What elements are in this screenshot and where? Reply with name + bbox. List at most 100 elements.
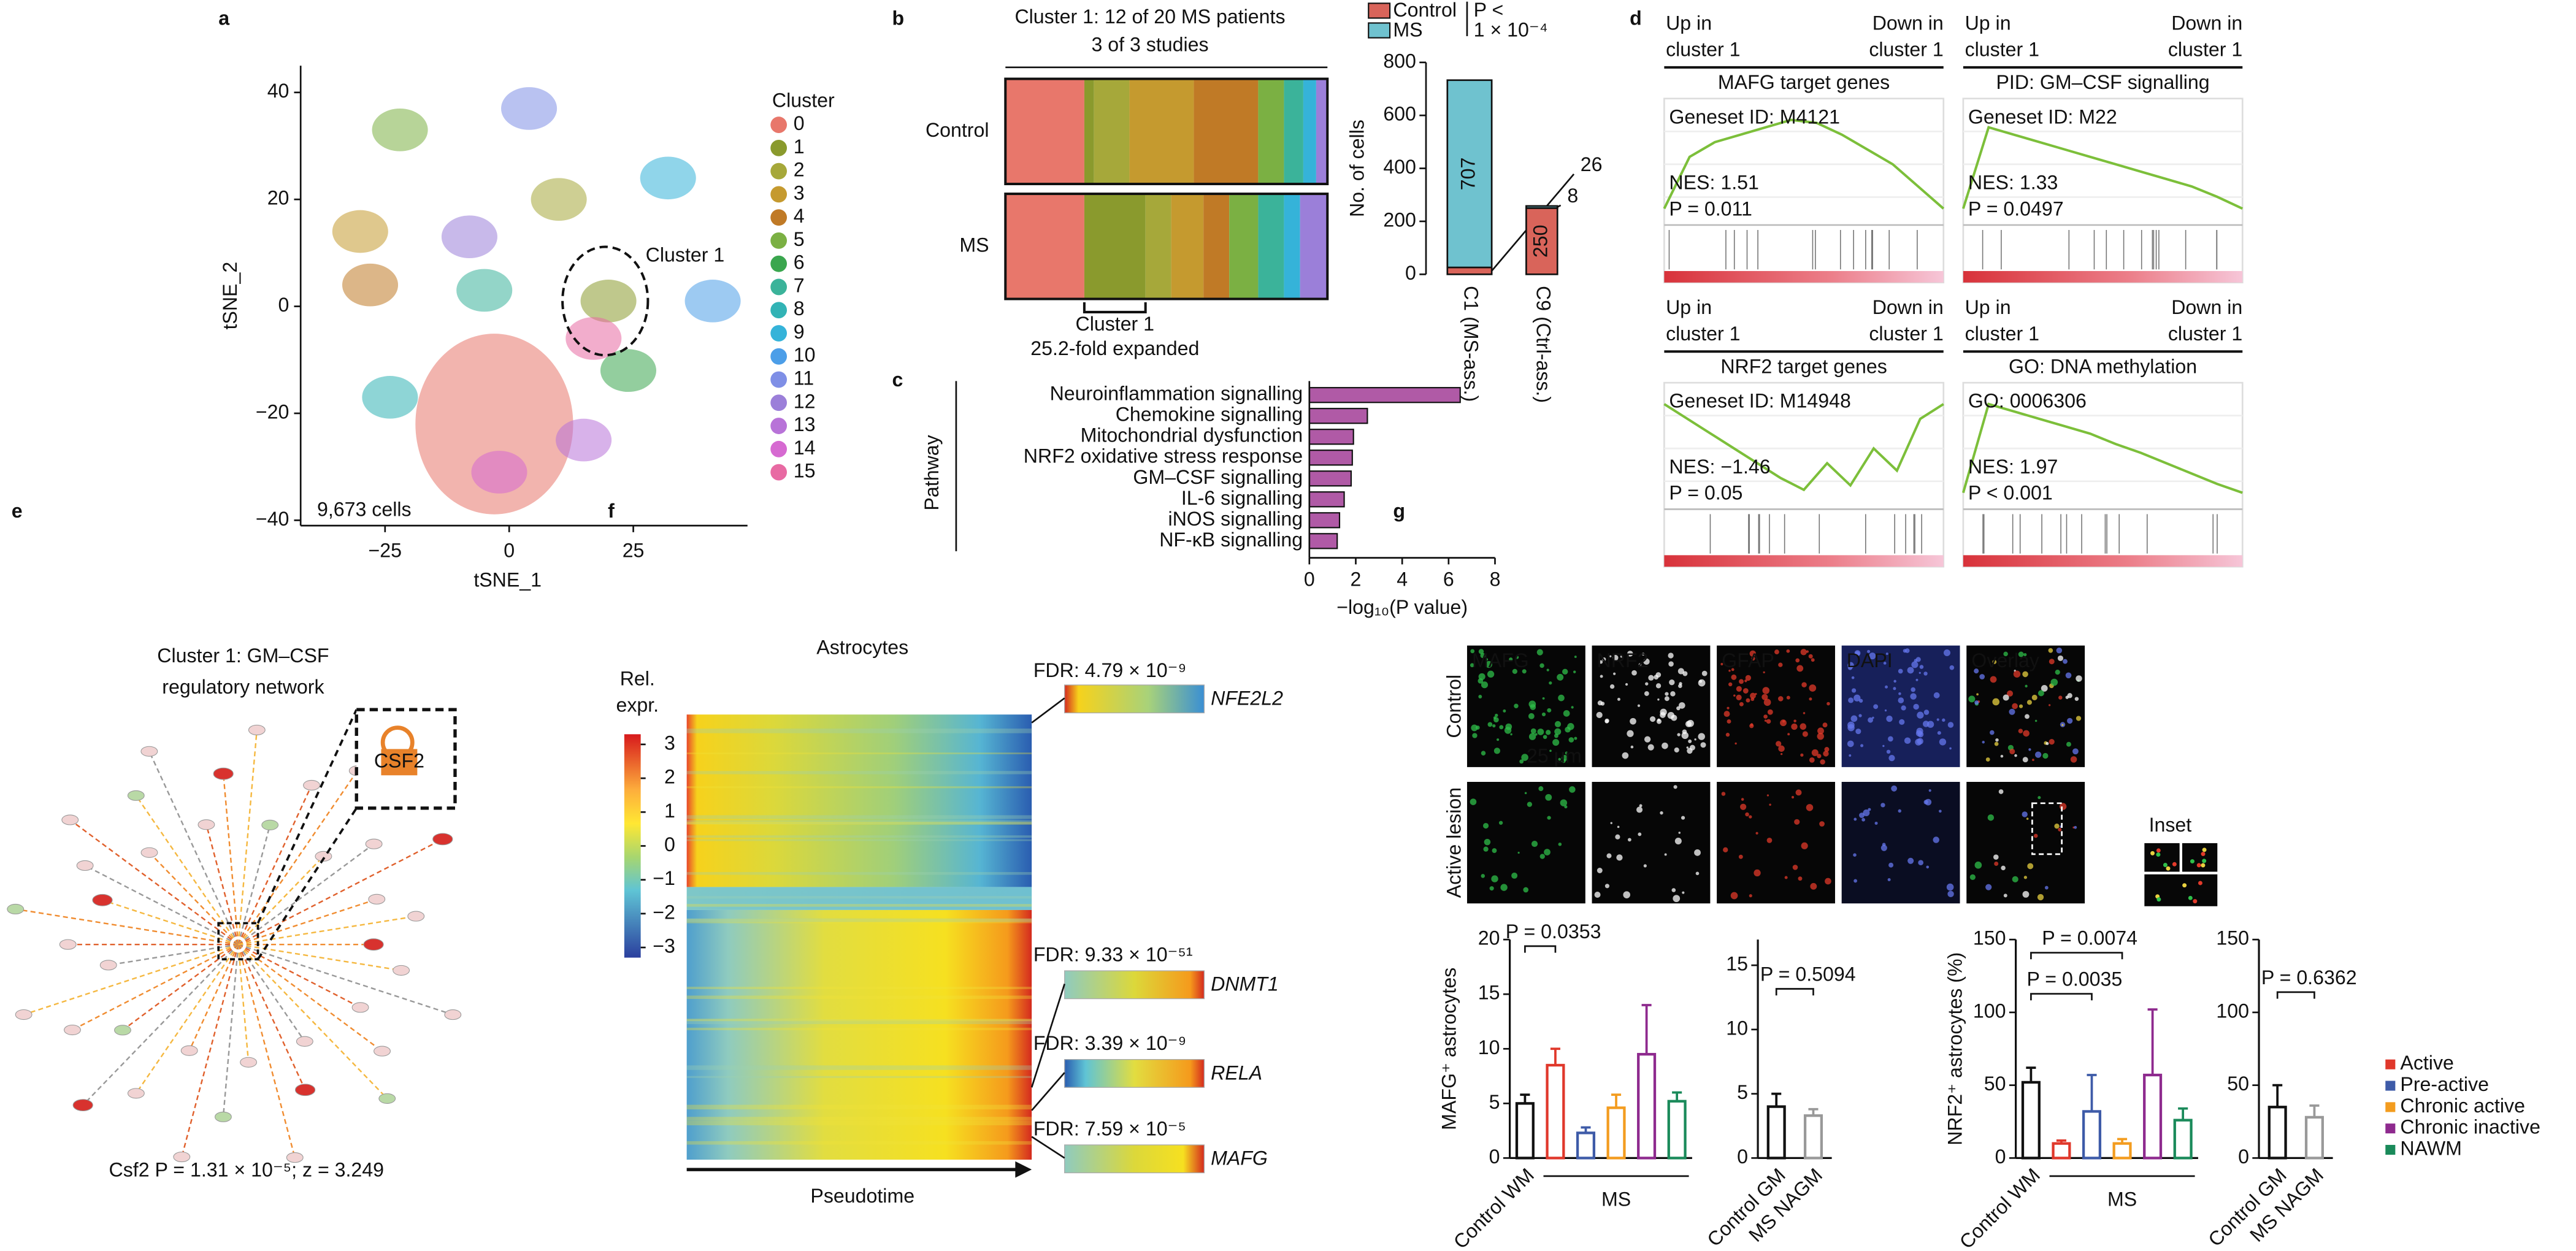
signal xyxy=(1992,698,2000,706)
signal xyxy=(1542,697,1545,700)
x-tick-label: C9 (Ctrl-ass.) xyxy=(1532,286,1554,403)
signal xyxy=(1694,738,1696,741)
bar-segment xyxy=(1129,78,1194,185)
legend-label: 10 xyxy=(794,344,816,366)
signal xyxy=(1558,694,1565,702)
signal xyxy=(1750,723,1754,727)
network-node xyxy=(140,847,158,858)
y-axis-label: Pathway xyxy=(921,435,943,510)
x-tick-label: 4 xyxy=(1397,568,1408,591)
cluster-outline xyxy=(561,245,650,357)
signal xyxy=(1883,662,1887,665)
leader-line xyxy=(1557,204,1562,208)
annotation: 1 × 10⁻⁴ xyxy=(1474,18,1548,40)
signal xyxy=(1493,748,1501,754)
signal xyxy=(1687,719,1694,727)
bar xyxy=(2304,1115,2324,1160)
y-tick-label: 0 xyxy=(278,294,289,316)
signal xyxy=(1942,718,1945,722)
cluster-point xyxy=(332,210,388,253)
heatmap-streak xyxy=(686,1104,1032,1110)
rank-strip xyxy=(1664,270,1944,283)
signal xyxy=(1735,742,1737,745)
x-tick-label: C1 (MS-ass.) xyxy=(1460,286,1482,402)
signal xyxy=(2150,851,2155,855)
signal xyxy=(2042,752,2049,759)
signal xyxy=(1861,817,1865,822)
network-node xyxy=(15,1009,33,1020)
signal xyxy=(2012,703,2018,710)
signal xyxy=(2023,652,2027,657)
chart-title: Astrocytes xyxy=(816,637,908,659)
panel-letter: f xyxy=(608,500,615,522)
signal xyxy=(2190,859,2195,864)
data-label: 8 xyxy=(1567,185,1578,207)
bar-segment xyxy=(1316,78,1328,185)
signal xyxy=(1976,693,1979,696)
colorbar-tick-label: 0 xyxy=(664,833,675,855)
signal xyxy=(1741,798,1744,801)
signal xyxy=(1994,861,1999,866)
category-label: NRF2 oxidative stress response xyxy=(1024,445,1303,467)
comparison-bracket xyxy=(2276,991,2315,999)
signal xyxy=(1872,716,1874,719)
bar-segment xyxy=(1284,194,1300,299)
signal xyxy=(1809,757,1815,763)
annotation: 25.2-fold expanded xyxy=(1030,337,1199,359)
network-node xyxy=(114,1025,131,1036)
connector xyxy=(1030,984,1065,1088)
bar-segment xyxy=(1084,78,1094,185)
signal xyxy=(1778,745,1785,752)
colorbar-tick-label: 1 xyxy=(664,800,675,822)
signal xyxy=(1868,808,1871,811)
comparison-bracket xyxy=(1524,945,1557,953)
signal xyxy=(1823,751,1829,757)
legend-label: 6 xyxy=(794,251,805,274)
signal xyxy=(1492,724,1496,728)
signal xyxy=(1893,679,1896,683)
network-edge xyxy=(135,795,239,945)
signal xyxy=(1809,697,1812,701)
signal xyxy=(2066,717,2073,724)
group-label: MS xyxy=(1601,1188,1631,1211)
row-label: Active lesion xyxy=(1443,787,1465,898)
bar xyxy=(1667,1100,1687,1160)
x-tick-label: 2 xyxy=(1351,568,1362,591)
signal xyxy=(2009,708,2015,715)
signal xyxy=(1728,669,1731,672)
legend-swatch xyxy=(2385,1102,2396,1112)
signal xyxy=(1664,853,1667,856)
signal xyxy=(1761,694,1768,700)
signal xyxy=(1643,658,1650,665)
signal xyxy=(2027,863,2034,870)
header: cluster 1 xyxy=(2168,323,2242,345)
bar xyxy=(1576,1131,1596,1160)
signal xyxy=(2201,852,2206,857)
signal xyxy=(1885,652,1888,656)
legend-label: 1 xyxy=(794,136,805,158)
signal xyxy=(1510,733,1512,736)
signal xyxy=(1630,745,1634,749)
nes-label: NES: 1.97 xyxy=(1968,456,2058,478)
signal xyxy=(2025,714,2030,719)
signal xyxy=(1998,789,2004,794)
signal xyxy=(1613,672,1616,675)
network-edge xyxy=(237,843,375,946)
signal xyxy=(1888,862,1894,868)
y-tick-label: 0 xyxy=(1737,1146,1748,1168)
signal xyxy=(1574,736,1577,740)
network-node xyxy=(407,911,425,922)
signal xyxy=(1478,695,1482,698)
geneset-label: Geneset ID: M4121 xyxy=(1669,105,1840,128)
signal xyxy=(1923,800,1928,805)
heatmap-streak xyxy=(686,1019,1032,1022)
signal xyxy=(1677,668,1684,675)
legend-swatch xyxy=(770,209,788,226)
enrichment-curve xyxy=(1961,126,2244,210)
y-tick-label: 0 xyxy=(1405,262,1416,284)
signal xyxy=(2026,700,2032,705)
enrichment-curve xyxy=(1961,402,2243,494)
signal xyxy=(1655,672,1662,678)
y-tick-label: 0 xyxy=(1489,1146,1500,1168)
y-tick-label: 100 xyxy=(2216,1000,2249,1022)
